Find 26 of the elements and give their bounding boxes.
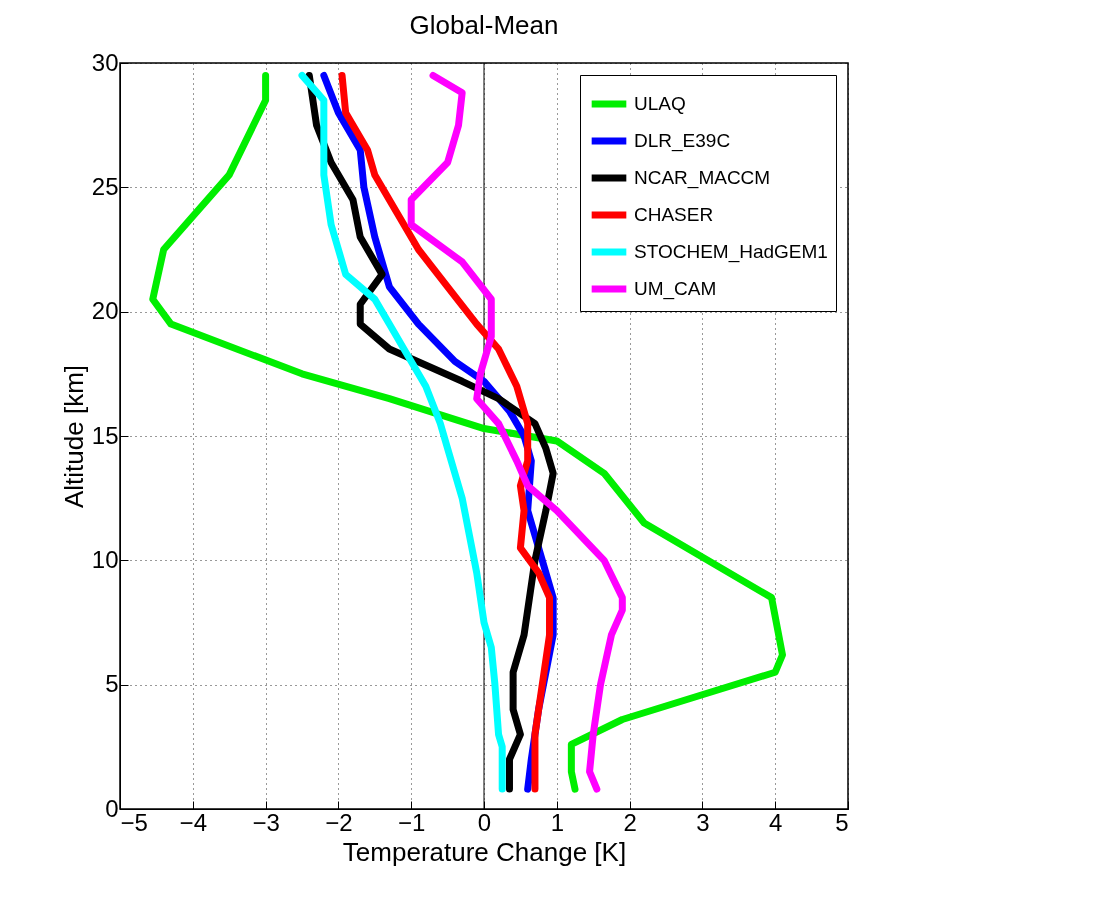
x-tick-label: 2 [623, 808, 637, 836]
y-tick-label: 25 [91, 172, 119, 200]
legend-label: STOCHEM_HadGEM1 [634, 241, 828, 263]
legend-label: DLR_E39C [634, 130, 731, 152]
y-tick-label: 5 [105, 670, 119, 698]
x-tick-label: −1 [398, 808, 426, 836]
x-tick-label: 1 [550, 808, 564, 836]
x-tick-label: 5 [835, 808, 849, 836]
chart-title: Global-Mean [409, 10, 559, 40]
x-tick-label: −4 [179, 808, 207, 836]
x-axis-title: Temperature Change [K] [342, 836, 627, 867]
y-tick-label: 20 [91, 297, 119, 325]
x-tick-label: −3 [252, 808, 280, 836]
x-tick-label: −2 [325, 808, 353, 836]
x-tick-label: −5 [120, 808, 148, 836]
y-tick-label: 30 [91, 48, 119, 76]
y-tick-label: 15 [91, 421, 119, 449]
x-tick-label: 0 [477, 808, 492, 836]
x-tick-label: 3 [696, 808, 710, 836]
legend-label: ULAQ [634, 93, 686, 114]
legend-label: NCAR_MACCM [634, 167, 771, 189]
legend-label: CHASER [634, 204, 714, 225]
y-tick-label: 10 [91, 545, 119, 573]
legend-label: UM_CAM [634, 278, 717, 300]
x-tick-label: 4 [769, 808, 783, 836]
y-axis-title: Altitude [km] [58, 364, 89, 509]
